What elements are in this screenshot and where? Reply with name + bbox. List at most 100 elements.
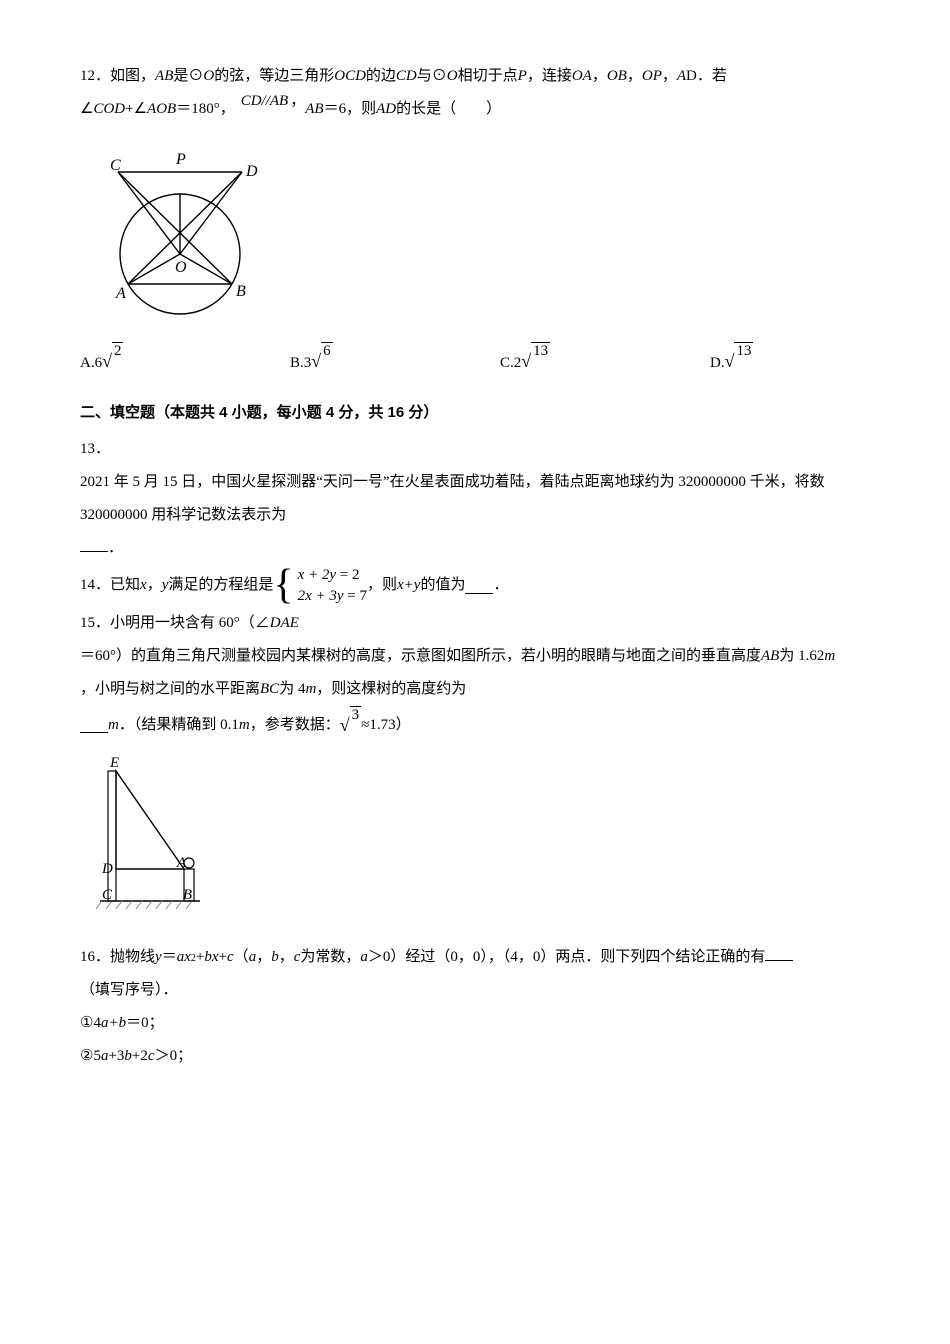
q15-val: 1.73） (369, 709, 410, 742)
choice-d-rad: 13 (734, 342, 753, 360)
q15-m-unit: m (108, 709, 119, 742)
q16-i2a: a (101, 1040, 109, 1073)
q16-item2: ②5 a +3 b +2 c ＞0； (80, 1040, 870, 1073)
q16-i2n: ②5 (80, 1040, 101, 1073)
q15-l2b: ，参考数据： (250, 709, 340, 742)
q15-c: 为 1.62 (779, 640, 824, 673)
q16-ax2: ax (177, 941, 191, 974)
q12-t-c: 的弦，等边三角形 (214, 60, 334, 93)
q14-row2: 2x + 3y = 7 (298, 586, 367, 607)
q12-t-e: 与⊙ (417, 60, 447, 93)
q14-num: 14． (80, 569, 110, 602)
choice-c-rad: 13 (531, 342, 550, 360)
q15-m3: m (239, 709, 250, 742)
q14-b: 满足的方程组是 (168, 569, 273, 602)
label-e: E (109, 755, 119, 771)
q16-y: y (155, 941, 162, 974)
q16-i2b: b (124, 1040, 132, 1073)
q16-i1eq: ＝0； (126, 1007, 164, 1040)
q15-svg: E D A C B (80, 751, 220, 911)
q12-c3: ， (662, 60, 677, 93)
q16-item1: ①4 a +b ＝0； (80, 1007, 870, 1040)
brace-icon: { (273, 569, 293, 603)
q14-r2l: 2x + 3y (298, 588, 344, 604)
q16-i2m2: +2 (132, 1040, 148, 1073)
q12-o2: O (447, 60, 458, 93)
choice-c-sqrt: √13 (521, 342, 550, 382)
q12-ab2: AB (305, 93, 323, 126)
q14-r1r: = 2 (336, 567, 359, 583)
choice-a: A. 6 √2 (80, 342, 290, 382)
q14: 14． 已知 x ， y 满足的方程组是 { x + 2y = 2 2x + 3… (80, 565, 870, 607)
q12-line1: 12． 如图， AB 是⊙ O 的弦，等边三角形 OCD 的边 CD 与⊙ O … (80, 60, 870, 93)
choice-c-label: C. (500, 347, 514, 380)
q12-oa: OA (572, 60, 592, 93)
triangle-dae (116, 771, 184, 869)
q12-plus: +∠ (125, 93, 147, 126)
q16-i2c: c (148, 1040, 155, 1073)
choice-a-sqrt: √2 (102, 342, 123, 382)
q15-approx: ≈ (361, 709, 369, 742)
q16-b: （ (234, 941, 249, 974)
q16-i1n: ①4 (80, 1007, 101, 1040)
q12-c1: ， (592, 60, 607, 93)
q14-x: x (140, 569, 147, 602)
sqrt-sign-icon: √ (521, 342, 531, 382)
q16-p1: + (196, 941, 204, 974)
q12-t-b: 是⊙ (173, 60, 203, 93)
q16-c1: ， (256, 941, 271, 974)
q12-svg: C P D O A B (80, 134, 280, 334)
q16-i1a: a (101, 1007, 109, 1040)
q15-m2: m (305, 673, 316, 706)
q16-b1: b (271, 941, 279, 974)
q15-a: 小明用一块含有 60°（∠ (110, 607, 270, 640)
q16-eq: ＝ (162, 941, 177, 974)
label-d2: D (101, 861, 113, 877)
q16-tc: 为常数， (300, 941, 360, 974)
q12-ab: AB (155, 60, 173, 93)
q15-m1: m (824, 640, 835, 673)
q12-op: OP (642, 60, 662, 93)
q16-i1b: +b (108, 1007, 126, 1040)
q12-choices: A. 6 √2 B. 3 √6 C. 2 √13 D. √13 (80, 342, 870, 382)
q15-rad3: 3 (350, 706, 362, 724)
q12-c4: ， (290, 85, 305, 118)
q15-d: ，小明与树之间的水平距离 (80, 673, 260, 706)
q15-b: ＝60°）的直角三角尺测量校园内某棵树的高度，示意图如图所示，若小明的眼睛与地面… (80, 640, 761, 673)
q12-tail: 的长是（ ） (396, 93, 501, 126)
choice-c-coef: 2 (514, 347, 522, 380)
q15-f: ，则这棵树的高度约为 (316, 673, 466, 706)
q12-eq180: ＝180°， (176, 93, 235, 126)
label-c: C (110, 157, 121, 174)
sqrt-sign-icon: √ (311, 342, 321, 382)
q14-comma: ， (147, 569, 162, 602)
q16-a1: a (249, 941, 257, 974)
choice-b-sqrt: √6 (311, 342, 332, 382)
q15-dae: DAE (270, 607, 299, 640)
q12-angle1: ∠ (80, 93, 93, 126)
label-b2: B (183, 887, 192, 903)
choice-d-sqrt: √13 (725, 342, 754, 382)
choice-a-coef: 6 (95, 347, 103, 380)
q16-c2: ， (279, 941, 294, 974)
q12-p: P (518, 60, 527, 93)
label-o: O (175, 259, 187, 276)
q15-bc: BC (260, 673, 279, 706)
q12-aob: AOB (147, 93, 176, 126)
q15-sqrt3: √3 (340, 706, 361, 746)
sqrt-sign-icon: √ (340, 706, 350, 746)
q16-tail: （填写序号）． (80, 974, 178, 1007)
q13-text: 2021 年 5 月 15 日，中国火星探测器“天问一号”在火星表面成功着陆，着… (80, 466, 870, 532)
q12-line2: ∠ COD +∠ AOB ＝180°， CD//AB ， AB ＝6，则 AD … (80, 93, 870, 126)
q14-y: y (162, 569, 169, 602)
q12-ocd: OCD (334, 60, 366, 93)
q12-ad-d: D (686, 60, 697, 93)
q14-xpy: x+y (397, 569, 420, 602)
q15-num: 15． (80, 607, 110, 640)
q12-t-f: 相切于点 (458, 60, 518, 93)
choice-a-label: A. (80, 347, 95, 380)
q14-r2r: = 7 (344, 588, 367, 604)
q15-line1: 15． 小明用一块含有 60°（∠ DAE ＝60°）的直角三角尺测量校园内某棵… (80, 607, 870, 706)
q12-ad-a: A (677, 60, 686, 93)
q13-tail: ． (108, 532, 123, 565)
